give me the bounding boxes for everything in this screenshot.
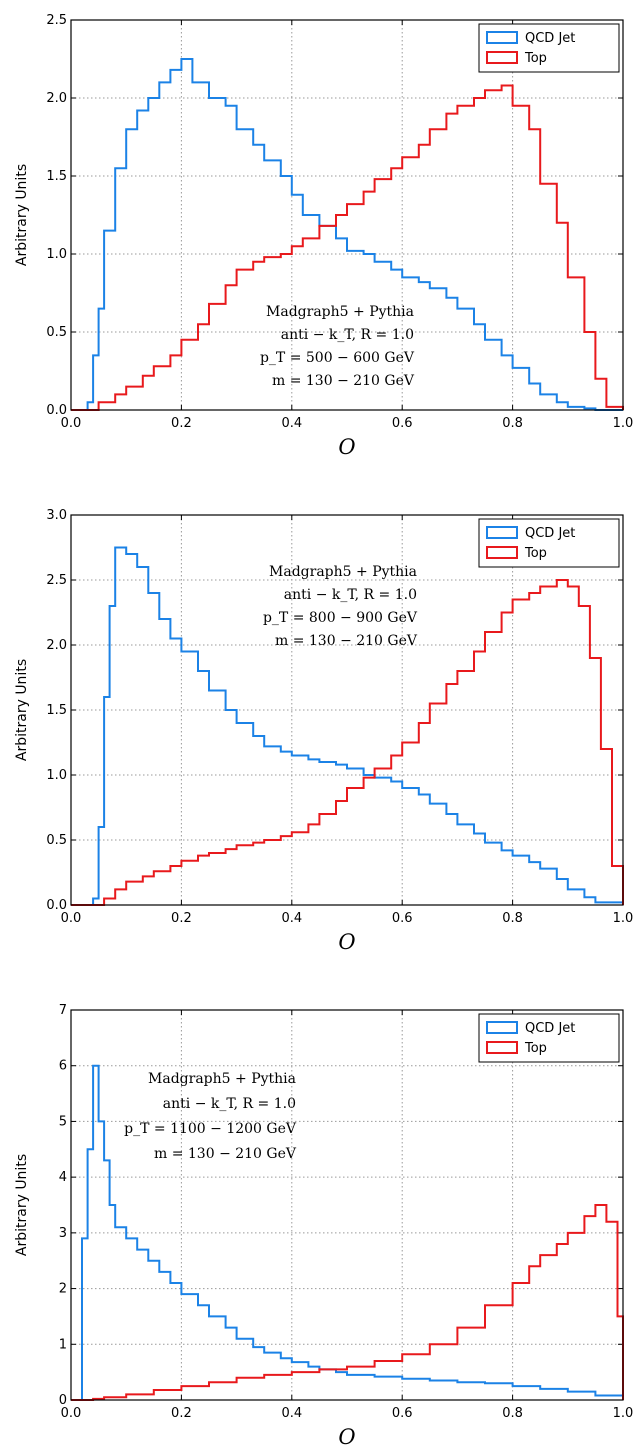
legend: QCD Jet Top — [478, 23, 620, 73]
y-tick-label: 1.5 — [46, 169, 67, 184]
legend-swatch — [486, 51, 518, 64]
x-tick-label: 0.8 — [502, 911, 523, 926]
annotation-line: anti − k_T, R = 1.0 — [281, 327, 414, 343]
x-tick-label: 0.4 — [281, 416, 302, 431]
x-tick-label: 0.2 — [171, 1406, 192, 1421]
legend-label: QCD Jet — [525, 1021, 575, 1036]
chart-panel-2: 0.0 0.2 0.4 0.6 0.8 1.0 0.0 0.5 1.0 1.5 2.0 2.5 3.0 Q… — [14, 508, 633, 954]
annotation-line: p_T = 800 − 900 GeV — [263, 610, 418, 626]
x-tick-label: 1.0 — [613, 416, 634, 431]
y-tick-label: 0.0 — [46, 898, 67, 913]
legend-swatch — [486, 1021, 518, 1034]
x-tick-label: 0.0 — [61, 911, 82, 926]
legend-label: Top — [524, 1041, 547, 1056]
y-tick-label: 3.0 — [46, 508, 67, 523]
x-axis-label: O — [338, 435, 355, 459]
x-tick-label: 0.8 — [502, 1406, 523, 1421]
legend-label: Top — [524, 51, 547, 66]
y-tick-label: 1 — [59, 1337, 67, 1352]
series-line-top — [71, 1204, 624, 1401]
y-axis-label: Arbitrary Units — [14, 659, 30, 761]
y-tick-label: 0 — [59, 1393, 67, 1408]
y-tick-label: 5 — [59, 1114, 67, 1129]
x-tick-label: 0.6 — [392, 911, 413, 926]
y-tick-label: 2 — [59, 1282, 67, 1297]
annotation-line: m = 130 − 210 GeV — [275, 633, 418, 649]
legend-swatch — [486, 546, 518, 559]
x-axis-label: O — [338, 1425, 355, 1449]
series-line-qcd-jet — [71, 546, 624, 906]
annotation-line: p_T = 500 − 600 GeV — [260, 350, 415, 366]
x-tick-label: 0.2 — [171, 911, 192, 926]
x-tick-label: 0.0 — [61, 416, 82, 431]
annotation-line: m = 130 − 210 GeV — [272, 373, 415, 389]
y-axis-label: Arbitrary Units — [14, 1154, 30, 1256]
x-tick-label: 0.8 — [502, 416, 523, 431]
legend-label: QCD Jet — [525, 31, 575, 46]
x-tick-label: 1.0 — [613, 1406, 634, 1421]
y-tick-label: 1.0 — [46, 768, 67, 783]
y-tick-label: 0.5 — [46, 325, 67, 340]
chart-panel-1: 0.0 0.2 0.4 0.6 0.8 1.0 0.0 0.5 1.0 1.5 2.0 2.5 QCD … — [14, 13, 633, 459]
annotation-line: Madgraph5 + Pythia — [266, 304, 414, 320]
plot-frame — [70, 1009, 624, 1401]
y-tick-label: 2.0 — [46, 638, 67, 653]
y-tick-label: 1.5 — [46, 703, 67, 718]
chart-panel-3: 0.0 0.2 0.4 0.6 0.8 1.0 0 1 2 3 4 5 6 7 QCD Jet Top Madg… — [14, 1003, 633, 1449]
x-axis-label: O — [338, 930, 355, 954]
y-tick-label: 3 — [59, 1226, 67, 1241]
annotation-line: Madgraph5 + Pythia — [269, 564, 417, 580]
y-tick-label: 6 — [59, 1059, 67, 1074]
annotation-line: p_T = 1100 − 1200 GeV — [124, 1121, 297, 1137]
annotation-line: anti − k_T, R = 1.0 — [284, 587, 417, 603]
x-tick-label: 0.4 — [281, 911, 302, 926]
series-line-top — [71, 579, 624, 906]
y-tick-label: 2.5 — [46, 573, 67, 588]
x-tick-label: 0.6 — [392, 1406, 413, 1421]
legend: QCD Jet Top — [478, 518, 620, 568]
legend-swatch — [486, 31, 518, 44]
y-tick-label: 0.5 — [46, 833, 67, 848]
legend-label: Top — [524, 546, 547, 561]
legend-label: QCD Jet — [525, 526, 575, 541]
plot-frame — [70, 19, 624, 411]
y-tick-label: 4 — [59, 1170, 67, 1185]
legend-swatch — [486, 526, 518, 539]
y-axis-label: Arbitrary Units — [14, 164, 30, 266]
annotation-line: m = 130 − 210 GeV — [154, 1146, 297, 1162]
y-tick-label: 0.0 — [46, 403, 67, 418]
legend-swatch — [486, 1041, 518, 1054]
x-tick-label: 1.0 — [613, 911, 634, 926]
annotation-line: anti − k_T, R = 1.0 — [163, 1096, 296, 1112]
series-line-qcd-jet — [71, 1064, 624, 1401]
plot-frame — [70, 514, 624, 906]
x-tick-label: 0.4 — [281, 1406, 302, 1421]
x-tick-label: 0.2 — [171, 416, 192, 431]
series-line-top — [71, 84, 624, 411]
legend: QCD Jet Top — [478, 1013, 620, 1063]
x-tick-label: 0.6 — [392, 416, 413, 431]
y-tick-label: 7 — [59, 1003, 67, 1018]
y-tick-label: 2.0 — [46, 91, 67, 106]
series-line-qcd-jet — [71, 58, 623, 411]
x-tick-label: 0.0 — [61, 1406, 82, 1421]
y-tick-label: 2.5 — [46, 13, 67, 28]
y-tick-label: 1.0 — [46, 247, 67, 262]
annotation-line: Madgraph5 + Pythia — [148, 1071, 296, 1087]
